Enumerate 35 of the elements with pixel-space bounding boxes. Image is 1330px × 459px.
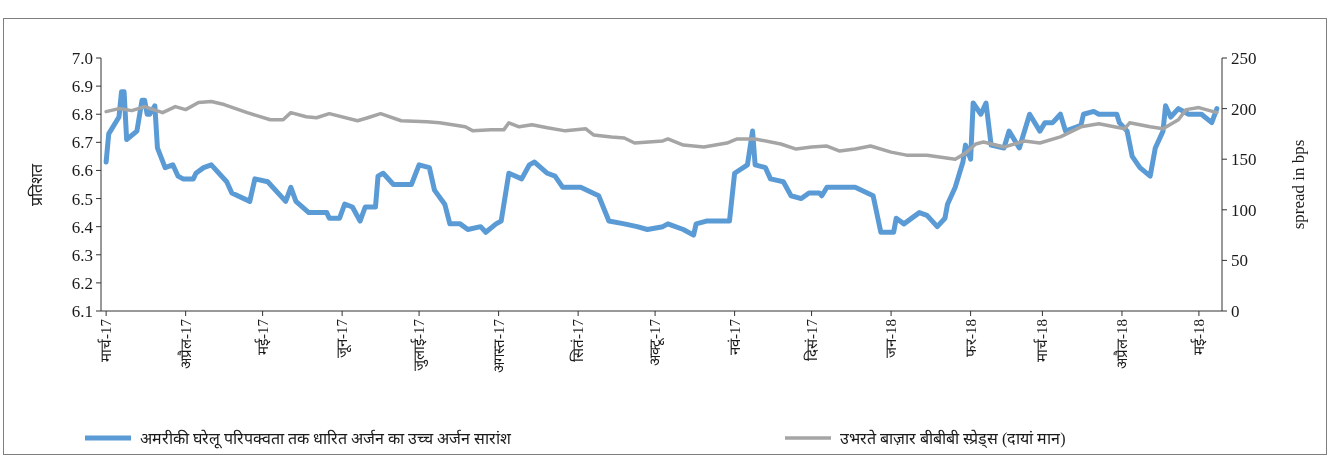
y-tick-label: 6.3 [71, 245, 93, 265]
y-axis-title: प्रतिशत [27, 162, 45, 206]
y-tick-label: 6.1 [71, 302, 93, 321]
y-tick-label: 6.9 [71, 77, 93, 97]
x-tick-label: मई-18 [1189, 319, 1207, 355]
y2-tick-label: 50 [1231, 251, 1248, 271]
x-tick-label: फर-18 [962, 319, 979, 357]
y-tick-label: 6.8 [71, 105, 93, 125]
y2-tick-label: 250 [1231, 49, 1257, 68]
legend-label: उभरते बाज़ार बीबीबी स्प्रेड्स (दायां मान) [840, 429, 1066, 449]
x-tick-label: जून-17 [334, 318, 353, 358]
x-tick-label: अगस्त-17 [490, 318, 507, 373]
y2-axis-title: spread in bps [1289, 139, 1308, 230]
y-tick-label: 6.4 [71, 217, 94, 237]
x-tick-label: अप्रैल-17 [176, 318, 194, 369]
y2-tick-label: 200 [1231, 99, 1257, 119]
x-tick-label: सितं-17 [569, 318, 587, 362]
x-tick-label: जन-18 [883, 319, 900, 358]
x-tick-label: मार्च-17 [97, 318, 115, 362]
y-tick-label: 6.6 [71, 161, 93, 181]
x-tick-label: दिसं-17 [802, 318, 820, 361]
y2-tick-label: 100 [1231, 200, 1257, 220]
x-tick-label: जुलाई-17 [410, 318, 430, 371]
x-tick-label: अप्रैल-18 [1112, 319, 1130, 369]
x-tick-label: नवं-17 [726, 318, 743, 355]
x-tick-label: मार्च-18 [1033, 319, 1051, 362]
y2-tick-label: 0 [1231, 302, 1240, 321]
legend-label: अमरीकी घरेलू परिपक्वता तक धारित अर्जन का उच्च अर्जन सारांश [140, 429, 512, 449]
y-tick-label: 6.2 [71, 273, 93, 293]
y2-tick-label: 150 [1231, 150, 1257, 170]
y-tick-label: 6.5 [71, 189, 93, 209]
x-tick-label: मई-17 [253, 318, 271, 355]
x-tick-label: अक्टू-17 [647, 318, 666, 366]
y-tick-label: 6.7 [71, 133, 94, 153]
y-tick-label: 7.0 [71, 49, 93, 68]
